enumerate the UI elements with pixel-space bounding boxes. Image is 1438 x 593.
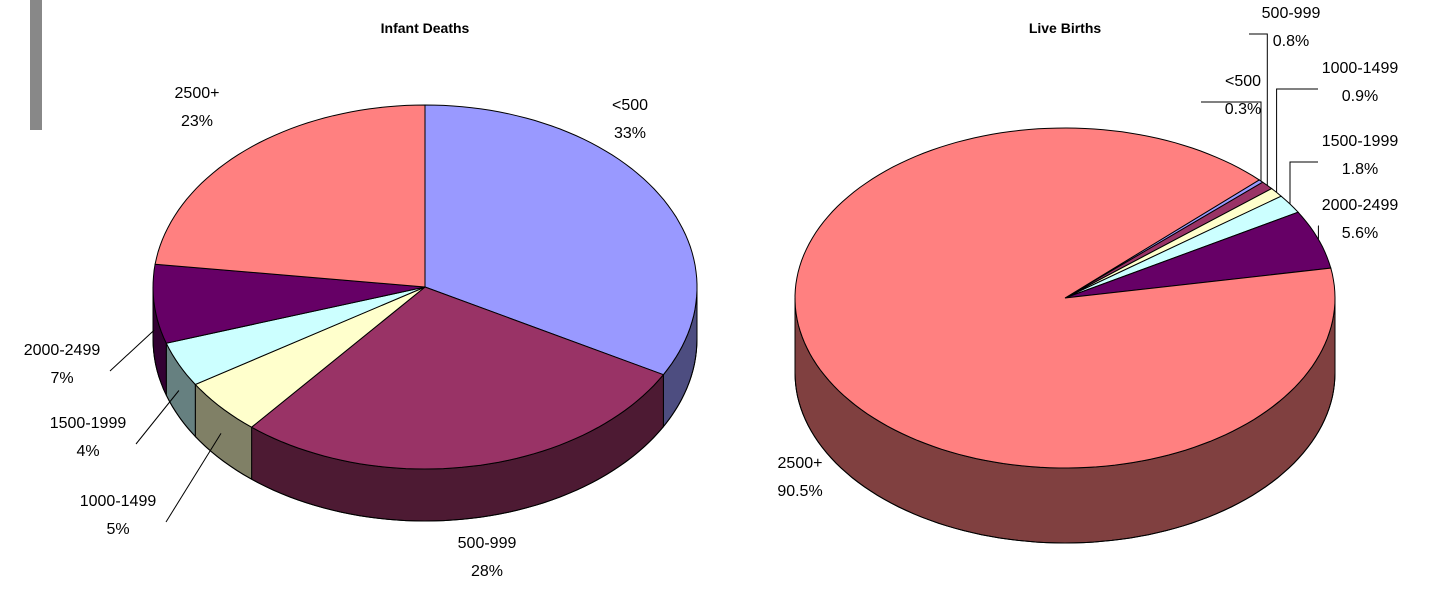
pie-tops: [153, 105, 697, 469]
leader-line: [1290, 162, 1318, 204]
slice-category-label: 500-999: [1262, 5, 1321, 22]
pie-slice: [155, 105, 425, 287]
slice-category-label: 2500+: [778, 455, 823, 472]
slice-value-label: 33%: [614, 125, 646, 142]
slice-category-label: 1000-1499: [1322, 60, 1399, 77]
chart-title: Infant Deaths: [381, 20, 470, 36]
pie-chart: Live Births <500 0.3% 500-999 0.8% 1000-1499 0…: [777, 5, 1398, 543]
slice-value-label: 90.5%: [777, 483, 822, 500]
slice-value-label: 7%: [50, 370, 73, 387]
slice-value-label: 28%: [471, 563, 503, 580]
slice-value-label: 5%: [106, 521, 129, 538]
pie-tops: [795, 128, 1335, 468]
slice-category-label: <500: [1225, 73, 1261, 90]
slice-category-label: 2000-2499: [1322, 197, 1399, 214]
slice-value-label: 0.8%: [1273, 33, 1309, 50]
chart-title: Live Births: [1029, 20, 1102, 36]
slice-value-label: 1.8%: [1342, 161, 1378, 178]
leader-line: [166, 433, 221, 522]
pie-chart: Infant Deaths <500 33% 500-999 28% 1000-1499 5…: [24, 20, 697, 580]
slice-category-label: 1500-1999: [1322, 133, 1399, 150]
slice-category-label: 2000-2499: [24, 342, 101, 359]
pie-slice: [795, 128, 1335, 468]
slice-value-label: 0.9%: [1342, 88, 1378, 105]
slice-category-label: 1000-1499: [80, 493, 157, 510]
leader-line: [1277, 89, 1318, 192]
slice-value-label: 5.6%: [1342, 225, 1378, 242]
slice-value-label: 4%: [76, 443, 99, 460]
leader-line: [136, 391, 179, 445]
slice-value-label: 0.3%: [1225, 101, 1261, 118]
slice-value-label: 23%: [181, 113, 213, 130]
leader-line: [110, 330, 154, 371]
slice-category-label: 1500-1999: [50, 415, 127, 432]
slice-category-label: 500-999: [458, 535, 517, 552]
side-bar: [30, 0, 42, 130]
slice-category-label: 2500+: [175, 85, 220, 102]
slice-category-label: <500: [612, 97, 648, 114]
